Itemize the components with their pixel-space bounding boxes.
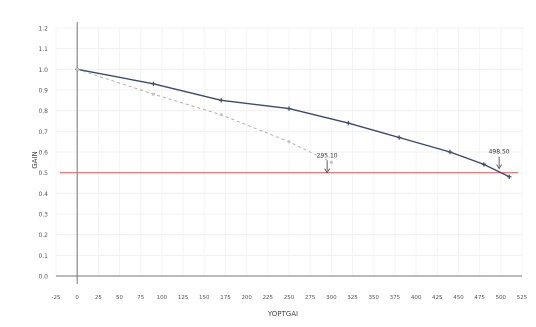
x-tick-label: 500 (496, 295, 507, 301)
y-tick-label: 0.7 (38, 129, 48, 136)
x-tick-label: 225 (263, 295, 274, 301)
series-point-1 (329, 160, 333, 164)
y-tick-label: 1.1 (38, 46, 48, 53)
x-tick-label: 475 (474, 295, 485, 301)
x-tick-label: 50 (116, 295, 123, 301)
x-tick-label: 200 (241, 295, 252, 301)
y-tick-label: 0.0 (38, 274, 48, 281)
x-tick-label: 300 (326, 295, 337, 301)
y-tick-label: 0.2 (38, 232, 48, 239)
y-axis-title: GAIN (31, 151, 39, 169)
x-tick-label: 250 (284, 295, 295, 301)
x-tick-label: 150 (199, 295, 210, 301)
x-axis-title: YOPTGAI (267, 310, 298, 318)
x-tick-label: 450 (453, 295, 464, 301)
annotation-arrow (496, 164, 502, 170)
x-tick-label: 0 (75, 295, 79, 301)
x-tick-label: 275 (305, 295, 316, 301)
y-tick-label: 0.6 (38, 150, 48, 157)
annotation-label: 295.10 (317, 153, 338, 160)
axes (56, 22, 522, 284)
x-tick-label: 100 (157, 295, 168, 301)
x-tick-label: 400 (411, 295, 422, 301)
x-tick-labels: -25 0 25 50 75 100 125 150 175 200 225 250 275 300 325… (52, 295, 528, 301)
series-point-0 (151, 81, 156, 86)
y-tick-label: 0.4 (38, 191, 48, 198)
y-tick-label: 1.0 (38, 67, 48, 74)
annotation-arrow (324, 168, 330, 174)
y-tick-label: 0.1 (38, 253, 48, 260)
x-tick-label: 425 (432, 295, 443, 301)
y-tick-label: 0.3 (38, 212, 48, 219)
y-tick-label: 1.2 (38, 26, 48, 33)
x-tick-label: 325 (347, 295, 358, 301)
series-point-1 (75, 67, 79, 71)
x-tick-label: 175 (220, 295, 231, 301)
annotation-label: 498.50 (489, 149, 510, 156)
annotations-group: 295.10 498.50 (317, 149, 510, 174)
series-point-0 (447, 149, 453, 155)
series-point-0 (481, 162, 487, 167)
x-tick-label: 525 (517, 295, 528, 301)
x-tick-label: 375 (390, 295, 401, 301)
series-point-0 (286, 106, 292, 111)
x-tick-label: -25 (52, 295, 61, 301)
series-point-0 (507, 174, 512, 179)
x-tick-label: 125 (178, 295, 189, 301)
y-tick-label: 0.8 (38, 108, 48, 115)
y-tick-labels: 0.0 0.1 0.2 0.3 0.4 0.5 0.6 0.7 0.8 0.9 1.0 1.1 1.2 (38, 26, 48, 281)
x-tick-label: 75 (137, 295, 144, 301)
series-point-1 (287, 140, 291, 144)
x-tick-label: 25 (95, 295, 102, 301)
y-tick-label: 0.9 (38, 88, 48, 95)
x-tick-label: 350 (368, 295, 379, 301)
series-point-1 (219, 113, 223, 117)
series-group (74, 67, 512, 179)
series-point-1 (151, 92, 156, 96)
series-point-0 (346, 120, 351, 126)
series-point-0 (396, 135, 402, 140)
y-tick-label: 0.5 (38, 170, 48, 177)
series-point-0 (219, 98, 224, 103)
